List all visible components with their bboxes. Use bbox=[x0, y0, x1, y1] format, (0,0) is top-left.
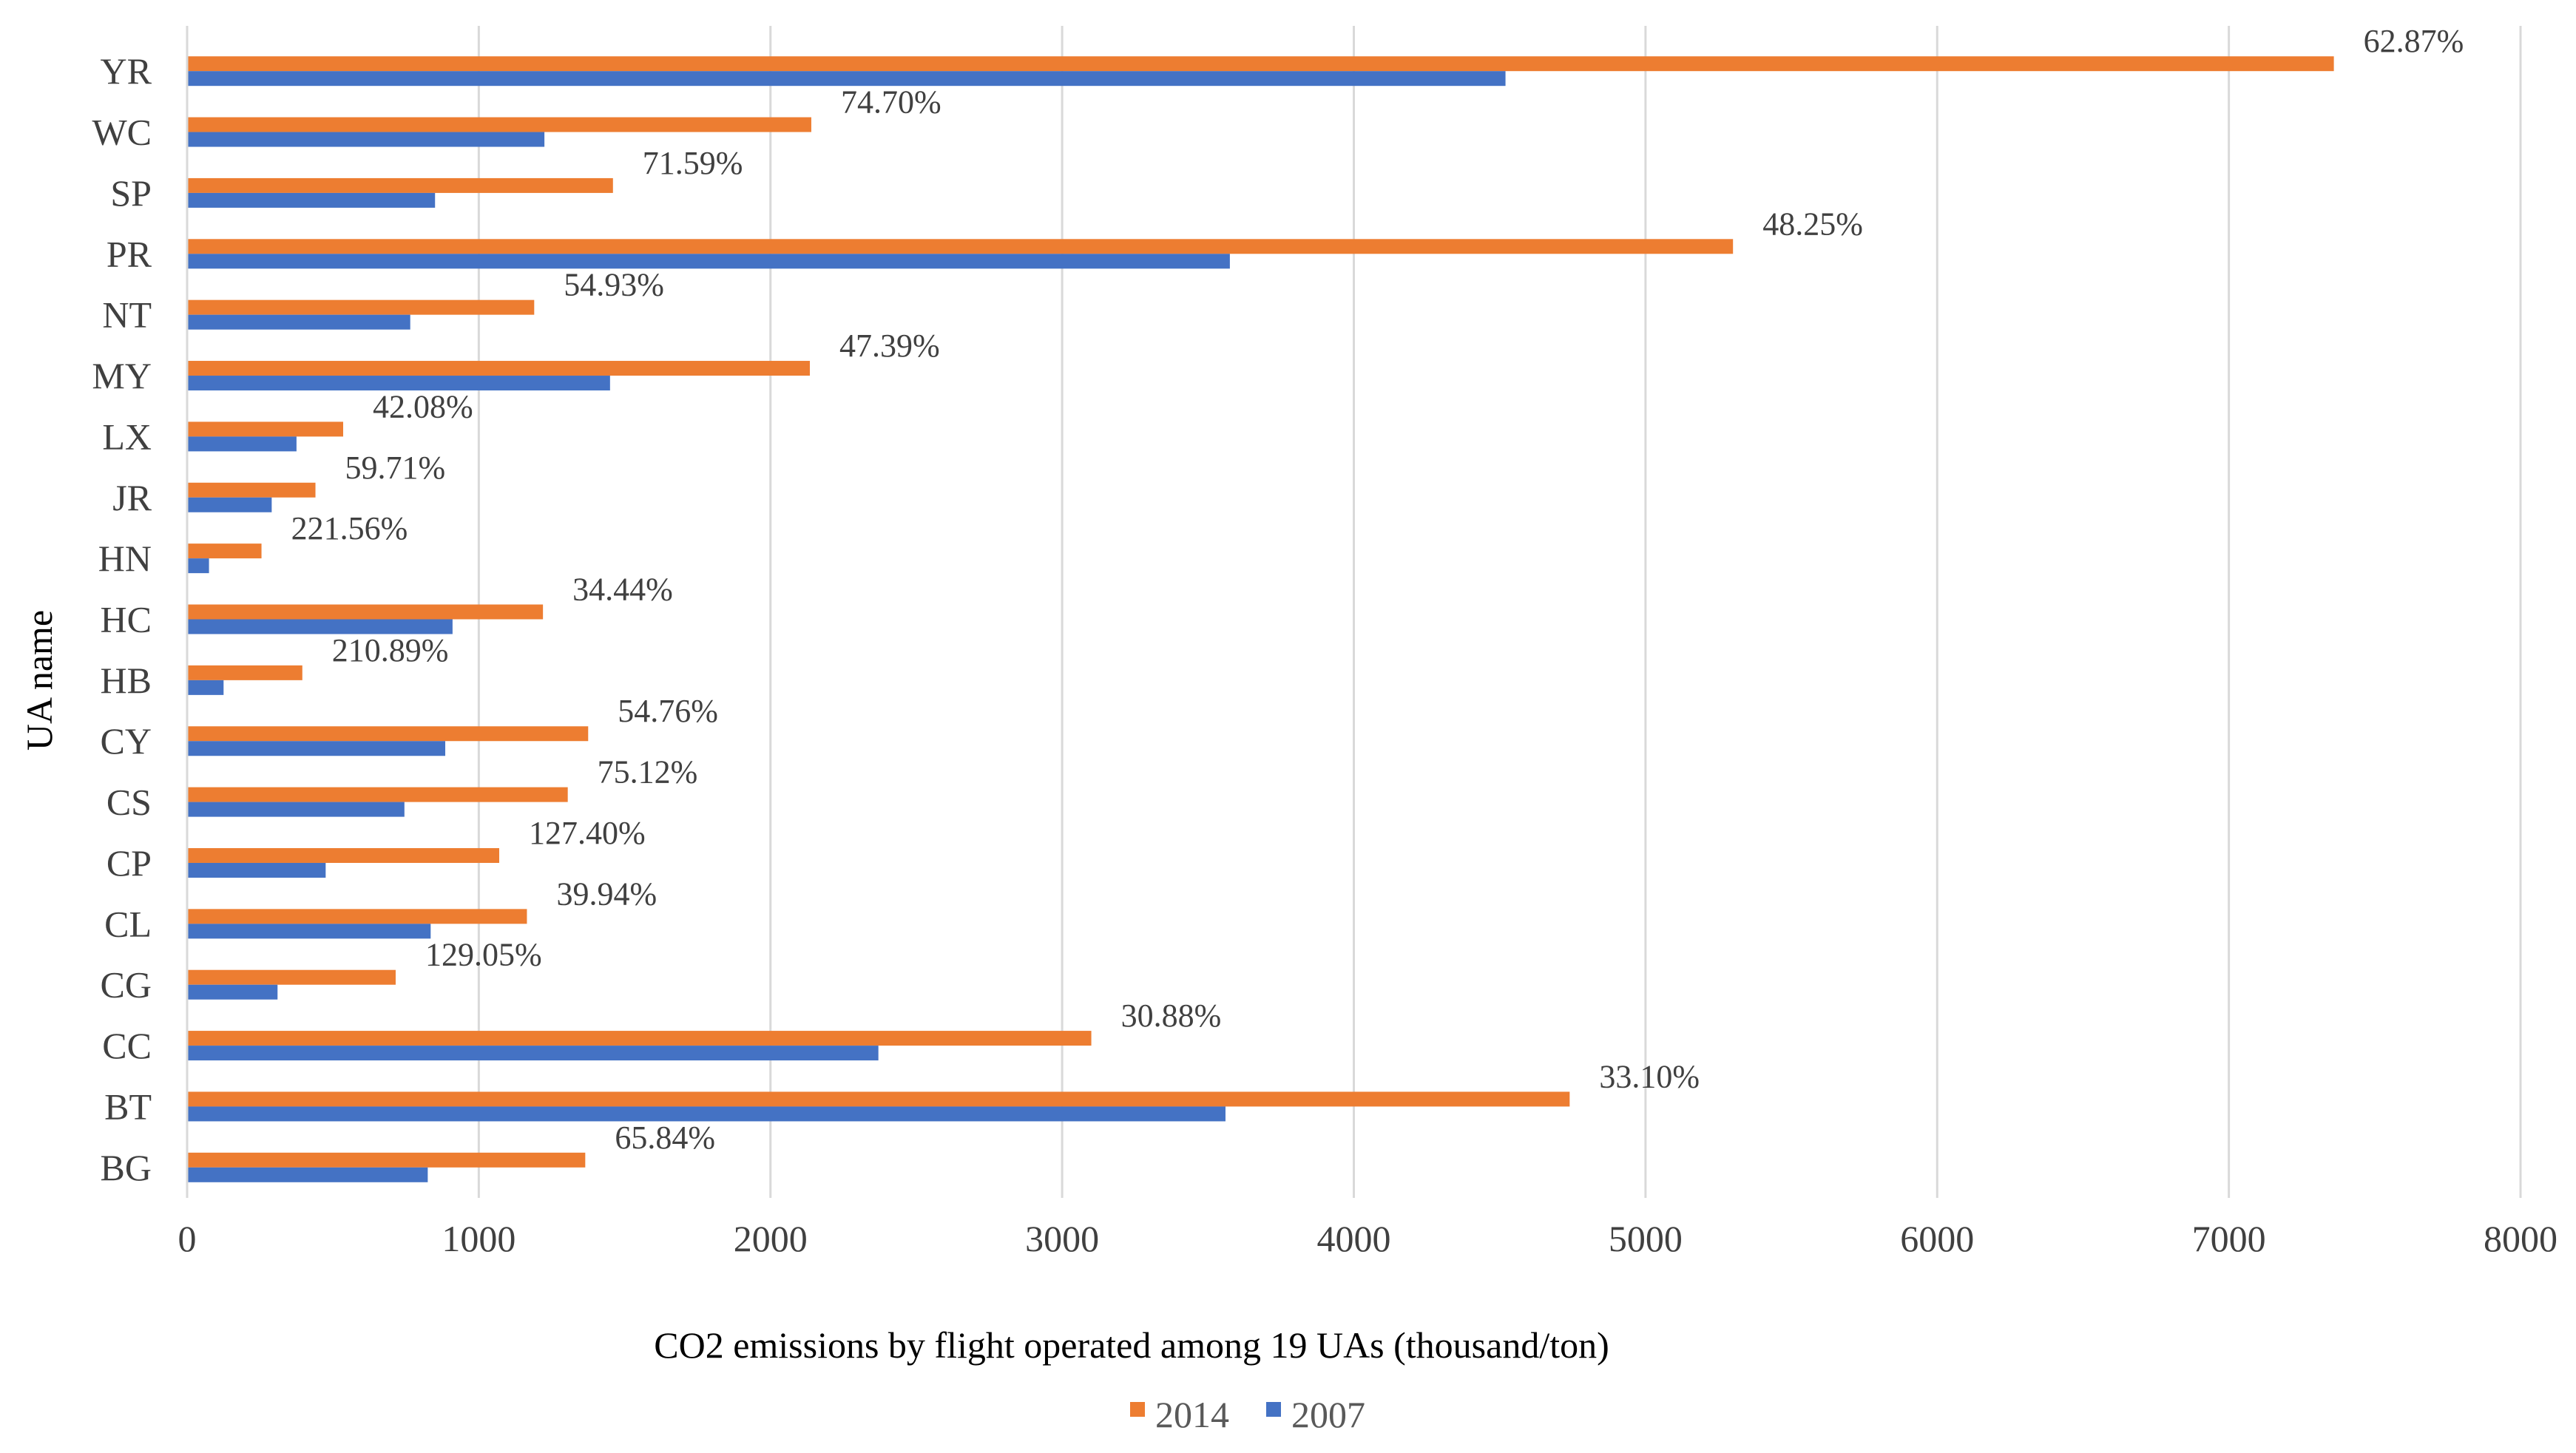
bar-LX-2007 bbox=[187, 436, 297, 452]
bar-CP-2014 bbox=[187, 847, 499, 863]
bar-SP-2014 bbox=[187, 177, 613, 193]
bar-CS-2014 bbox=[187, 787, 568, 802]
bar-HN-2014 bbox=[187, 543, 262, 559]
bar-CY-2014 bbox=[187, 726, 589, 742]
data-label-BG: 65.84% bbox=[615, 1120, 715, 1156]
x-tick-label-2000: 2000 bbox=[734, 1218, 808, 1259]
bar-BT-2007 bbox=[187, 1106, 1226, 1122]
bar-CG-2007 bbox=[187, 984, 278, 1000]
data-label-CP: 127.40% bbox=[529, 815, 646, 851]
y-tick-label-CG: CG bbox=[101, 964, 152, 1006]
bar-NT-2007 bbox=[187, 314, 410, 330]
data-label-MY: 47.39% bbox=[839, 328, 940, 364]
gridlines bbox=[477, 26, 2522, 1198]
y-tick-label-CY: CY bbox=[101, 720, 152, 762]
data-label-NT: 54.93% bbox=[564, 267, 664, 303]
data-label-BT: 33.10% bbox=[1599, 1058, 1700, 1094]
x-tick-label-0: 0 bbox=[178, 1218, 197, 1259]
y-tick-label-CL: CL bbox=[104, 903, 152, 944]
y-tick-label-BG: BG bbox=[101, 1147, 152, 1188]
data-label-SP: 71.59% bbox=[643, 145, 743, 181]
y-tick-label-HB: HB bbox=[101, 660, 152, 701]
data-label-HB: 210.89% bbox=[332, 632, 449, 668]
data-label-YR: 62.87% bbox=[2364, 23, 2464, 59]
data-label-CY: 54.76% bbox=[618, 693, 718, 729]
x-tick-label-8000: 8000 bbox=[2484, 1218, 2558, 1259]
bars bbox=[187, 56, 2334, 1182]
data-label-JR: 59.71% bbox=[345, 450, 446, 486]
bar-HN-2007 bbox=[187, 558, 209, 574]
bar-CP-2007 bbox=[187, 862, 326, 878]
y-tick-label-CP: CP bbox=[107, 842, 152, 884]
x-tick-label-5000: 5000 bbox=[1609, 1218, 1683, 1259]
y-tick-label-MY: MY bbox=[92, 355, 152, 396]
bar-YR-2007 bbox=[187, 71, 1506, 87]
bar-JR-2014 bbox=[187, 482, 316, 498]
bar-SP-2007 bbox=[187, 192, 436, 208]
data-label-HC: 34.44% bbox=[572, 572, 673, 608]
data-label-LX: 42.08% bbox=[373, 388, 473, 424]
axes: 0 1000 2000 3000 4000 5000 6000 7000 8000 YR WC SP P… bbox=[92, 26, 2558, 1259]
data-label-CS: 75.12% bbox=[598, 754, 698, 790]
data-label-PR: 48.25% bbox=[1762, 206, 1863, 242]
y-axis-title: UA name bbox=[18, 610, 60, 751]
bar-CS-2007 bbox=[187, 802, 405, 817]
bar-BG-2007 bbox=[187, 1167, 428, 1182]
legend: 2014 2007 bbox=[1130, 1394, 1365, 1435]
bar-MY-2014 bbox=[187, 361, 810, 376]
y-tick-label-NT: NT bbox=[102, 294, 152, 336]
bar-BG-2014 bbox=[187, 1152, 586, 1168]
y-tick-label-HC: HC bbox=[101, 599, 152, 640]
bar-MY-2007 bbox=[187, 376, 610, 391]
bar-YR-2014 bbox=[187, 56, 2334, 72]
data-labels: 62.87% 74.70% 71.59% 48.25% 54.93% 47.39% 42.0… bbox=[291, 23, 2464, 1156]
y-tick-label-HN: HN bbox=[98, 538, 152, 579]
x-tick-label-7000: 7000 bbox=[2192, 1218, 2266, 1259]
bar-PR-2014 bbox=[187, 239, 1734, 254]
bar-NT-2014 bbox=[187, 299, 535, 315]
y-tick-label-LX: LX bbox=[102, 416, 152, 457]
bar-CY-2007 bbox=[187, 741, 446, 756]
y-tick-label-WC: WC bbox=[92, 112, 152, 153]
legend-swatch-2014 bbox=[1130, 1402, 1145, 1417]
data-label-CL: 39.94% bbox=[556, 875, 657, 912]
y-tick-label-PR: PR bbox=[107, 233, 152, 274]
data-label-CC: 30.88% bbox=[1121, 998, 1222, 1034]
bar-BT-2014 bbox=[187, 1091, 1570, 1107]
legend-label-2007: 2007 bbox=[1291, 1394, 1365, 1435]
bar-PR-2007 bbox=[187, 254, 1230, 269]
bar-HC-2014 bbox=[187, 604, 544, 620]
data-label-HN: 221.56% bbox=[291, 510, 408, 546]
y-tick-label-JR: JR bbox=[112, 477, 152, 518]
x-axis-title: CO2 emissions by flight operated among 1… bbox=[654, 1324, 1609, 1366]
bar-WC-2007 bbox=[187, 132, 545, 147]
y-tick-label-BT: BT bbox=[104, 1085, 152, 1127]
data-label-CG: 129.05% bbox=[425, 937, 542, 973]
bar-CC-2007 bbox=[187, 1046, 879, 1061]
x-tick-label-1000: 1000 bbox=[442, 1218, 515, 1259]
bar-CC-2014 bbox=[187, 1031, 1092, 1046]
x-tick-label-4000: 4000 bbox=[1317, 1218, 1391, 1259]
y-tick-label-CC: CC bbox=[102, 1025, 152, 1066]
bar-JR-2007 bbox=[187, 497, 272, 512]
y-tick-label-YR: YR bbox=[101, 50, 152, 92]
x-tick-label-6000: 6000 bbox=[1900, 1218, 1974, 1259]
bar-WC-2014 bbox=[187, 117, 811, 132]
y-tick-label-SP: SP bbox=[110, 172, 152, 214]
bar-CG-2014 bbox=[187, 969, 396, 985]
x-tick-label-3000: 3000 bbox=[1025, 1218, 1099, 1259]
data-label-WC: 74.70% bbox=[841, 84, 942, 121]
bar-LX-2014 bbox=[187, 421, 343, 437]
y-tick-label-CS: CS bbox=[107, 782, 152, 823]
bar-HB-2007 bbox=[187, 680, 224, 695]
bar-HC-2007 bbox=[187, 619, 453, 634]
bar-CL-2007 bbox=[187, 924, 431, 939]
bar-HB-2014 bbox=[187, 665, 302, 680]
legend-label-2014: 2014 bbox=[1155, 1394, 1229, 1435]
bar-CL-2014 bbox=[187, 909, 527, 924]
legend-swatch-2007 bbox=[1266, 1402, 1281, 1417]
